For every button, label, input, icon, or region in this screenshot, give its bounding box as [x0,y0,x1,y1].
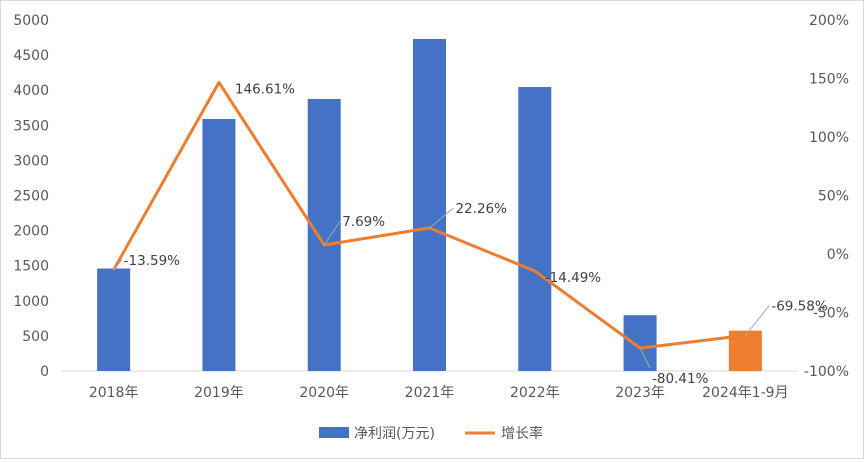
y-left-tick-label: 500 [22,329,49,345]
bar [623,315,657,371]
y-left-tick-label: 2000 [13,224,49,240]
data-labels: -13.59% 146.61% 7.69% 22.26% -14.49% -80.41% -… [124,81,828,387]
legend-bar-label: 净利润(万元) [354,426,435,442]
y-right-tick-label: 100% [809,130,849,146]
data-label-leader [639,347,651,369]
growth-data-label: -69.58% [771,298,828,314]
y-right-tick-label: -100% [804,364,849,380]
growth-data-label: 7.69% [342,214,385,230]
x-tick-label: 2023年 [615,385,665,401]
bar [202,118,236,372]
bar [97,268,131,371]
y-right-tick-label: 0% [827,247,849,263]
legend-bar-swatch [319,427,349,438]
y-left-tick-label: 4500 [13,48,49,64]
y-axis-left: 0 500 1000 1500 2000 2500 3000 3500 4000 4500 5000 [13,13,49,380]
y-right-tick-label: -50% [813,306,849,322]
y-left-tick-label: 1500 [13,259,49,275]
y-left-tick-label: 0 [40,364,49,380]
growth-data-label: -14.49% [545,270,602,286]
data-label-leader [323,220,341,246]
growth-data-label: -80.41% [652,371,709,387]
x-tick-label: 2020年 [299,385,349,401]
data-label-leader-lines [113,207,770,369]
x-tick-label: 2024年1-9月 [702,385,789,401]
growth-data-label: -13.59% [124,253,181,269]
y-left-tick-label: 1000 [13,294,49,310]
growth-data-label: 146.61% [235,81,295,97]
y-left-tick-label: 4000 [13,83,49,99]
x-axis-categories: 2018年 2019年 2020年 2021年 2022年 2023年 2024年1-9月 [89,385,789,401]
y-left-tick-label: 3500 [13,118,49,134]
y-axis-right: -100% -50% 0% 50% 100% 150% 200% [804,13,849,380]
data-label-leader [744,305,770,336]
data-label-leader [113,259,123,271]
growth-data-label: 22.26% [456,201,508,217]
x-tick-label: 2018年 [89,385,139,401]
bar [307,98,341,371]
x-tick-label: 2021年 [405,385,455,401]
bar [518,87,552,371]
y-right-tick-label: 200% [809,13,849,29]
x-tick-label: 2019年 [194,385,244,401]
data-label-leader [429,207,454,229]
y-left-tick-label: 2500 [13,189,49,205]
y-right-tick-label: 50% [818,189,849,205]
y-right-tick-label: 150% [809,72,849,88]
legend: 净利润(万元) 增长率 [319,425,543,442]
x-tick-label: 2022年 [510,385,560,401]
y-left-tick-label: 5000 [13,13,49,29]
y-left-tick-label: 3000 [13,153,49,169]
bar-series-net-profit [97,38,762,372]
legend-line-label: 增长率 [501,425,543,442]
bar [413,38,446,371]
